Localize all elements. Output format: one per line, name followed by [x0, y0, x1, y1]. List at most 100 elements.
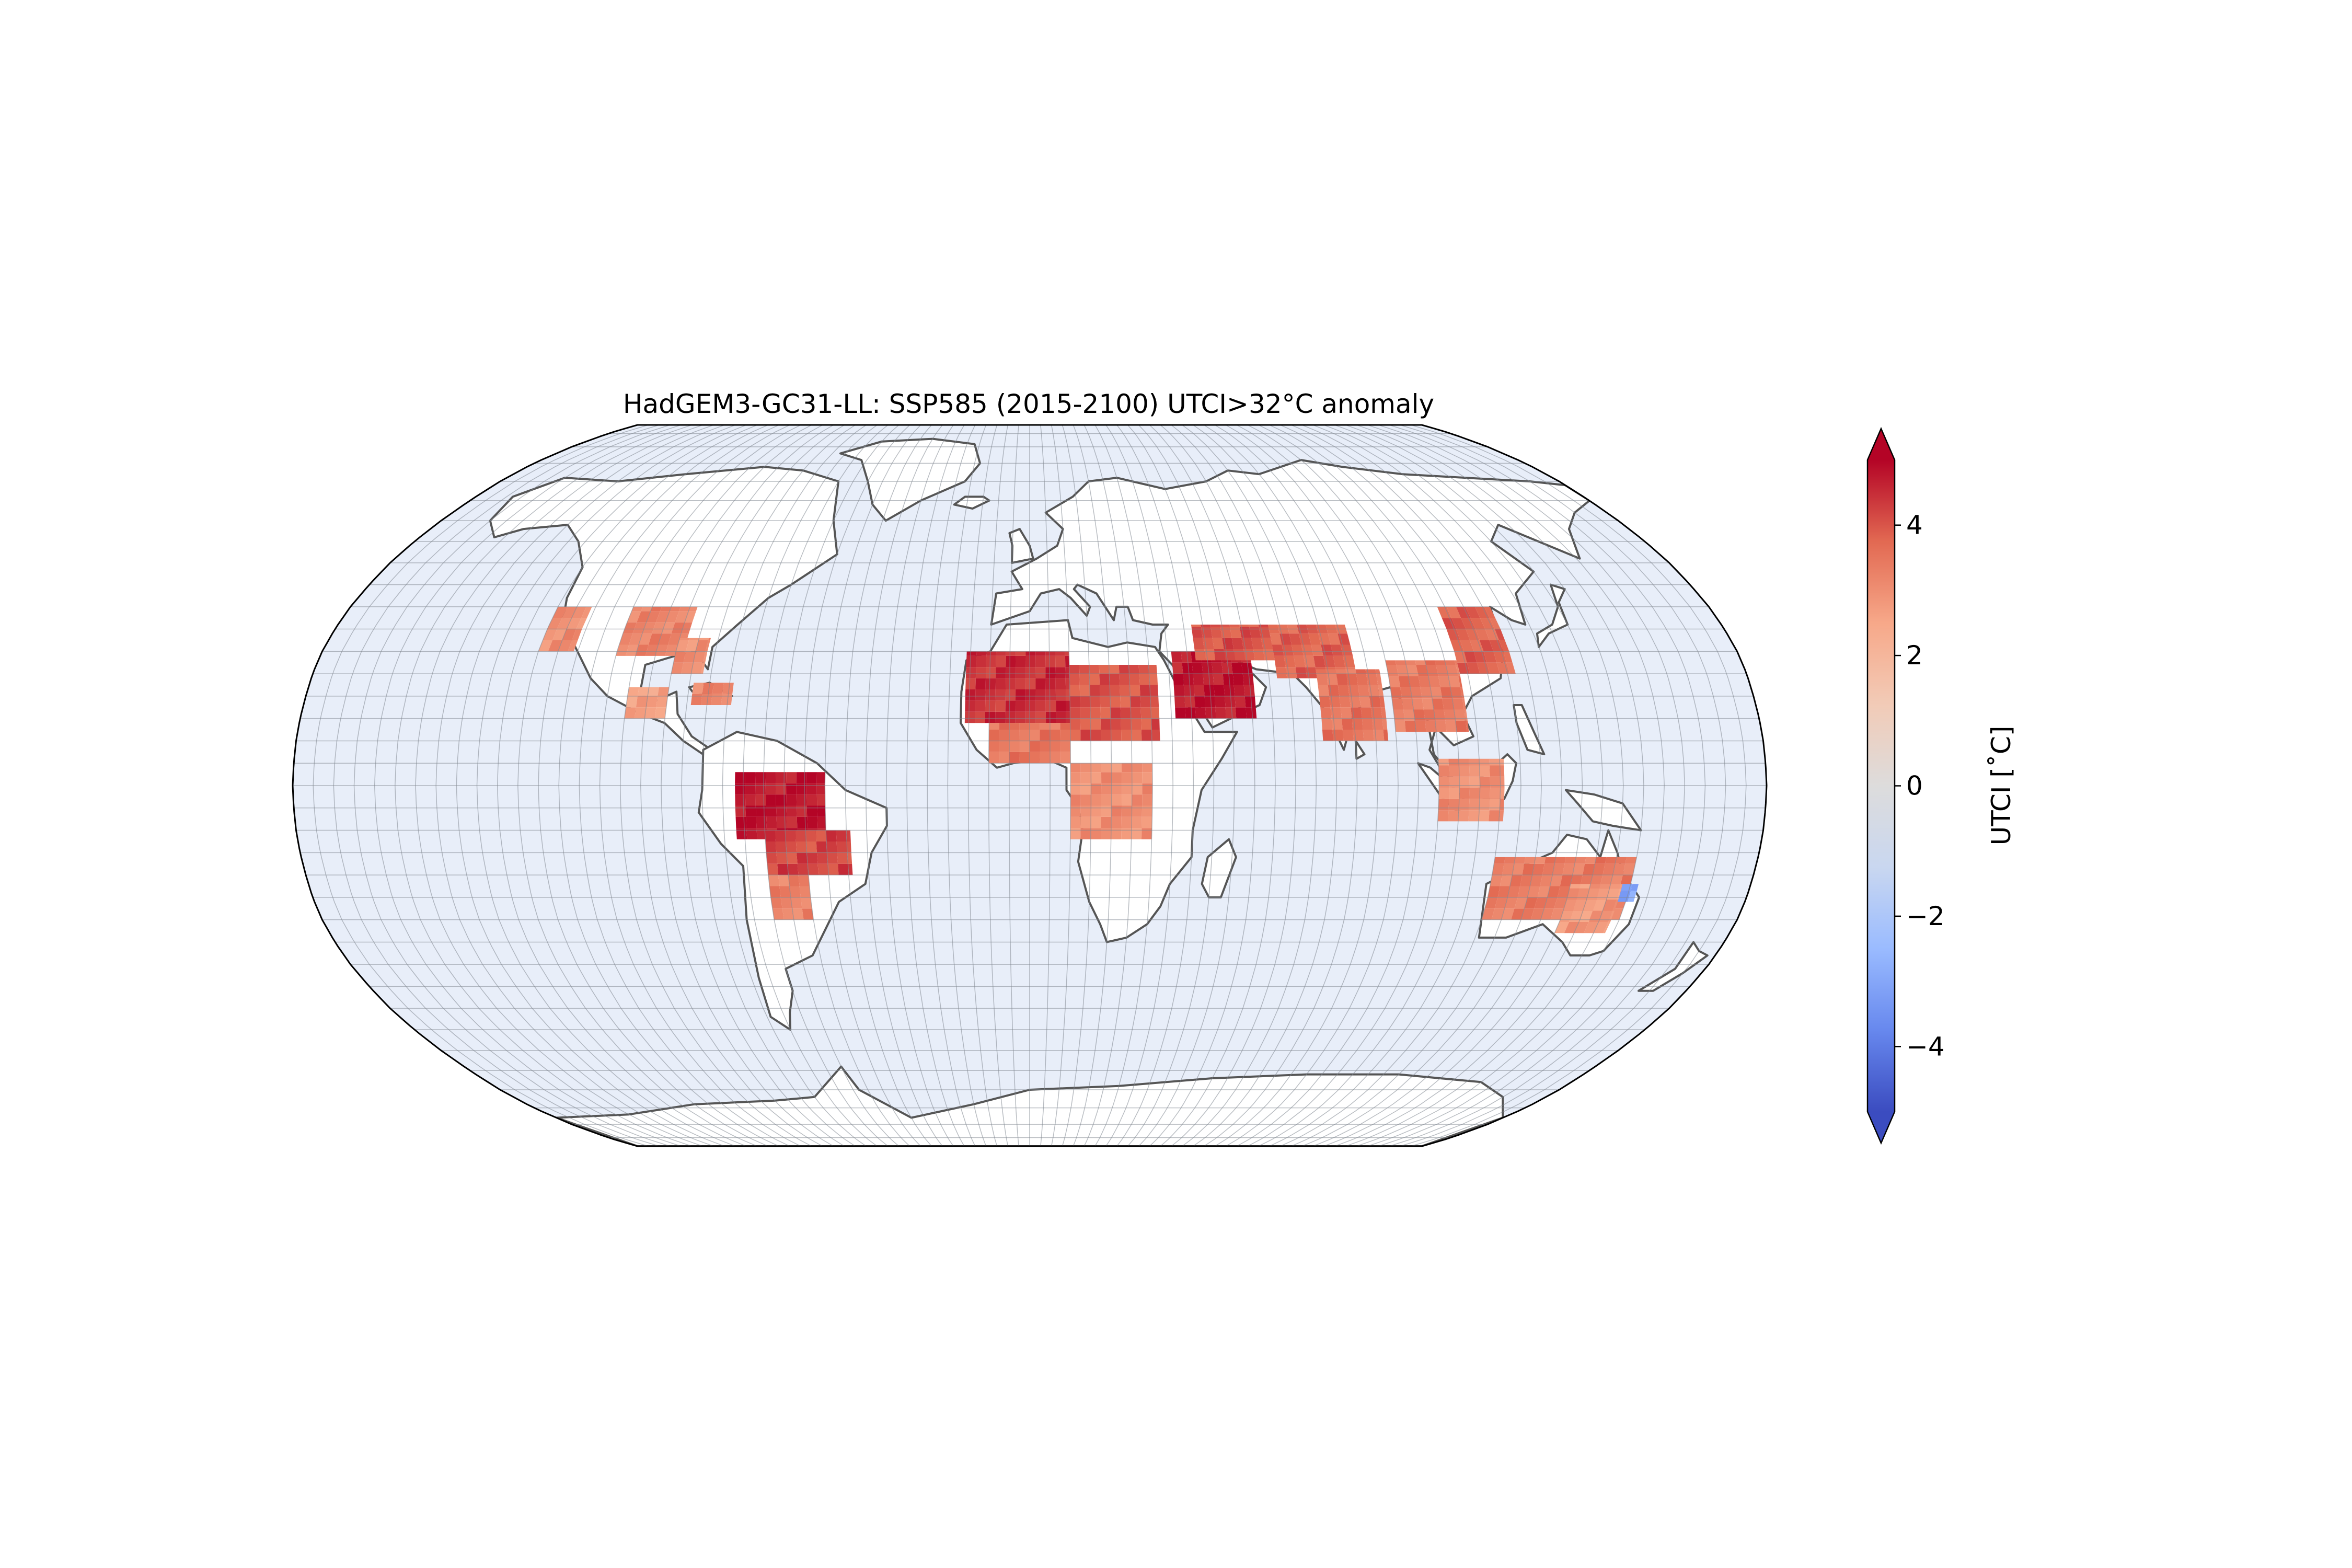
anomaly-cell — [1138, 665, 1149, 674]
anomaly-region — [735, 772, 826, 839]
anomaly-cell — [1621, 884, 1633, 891]
land-iceland — [953, 495, 990, 510]
anomaly-cell — [1373, 730, 1385, 741]
anomaly-cell — [1121, 718, 1132, 730]
anomaly-cell — [1469, 765, 1480, 777]
anomaly-cell — [837, 852, 848, 864]
anomaly-cell — [1328, 633, 1341, 645]
anomaly-cell — [782, 908, 794, 920]
anomaly-cell — [705, 640, 710, 652]
anomaly-cell — [1185, 707, 1196, 719]
anomaly-cell — [1214, 696, 1226, 708]
anomaly-cell — [1395, 660, 1406, 665]
anomaly-cell — [1150, 696, 1159, 708]
anomaly-cell — [1006, 655, 1016, 667]
anomaly-cell — [735, 783, 745, 795]
anomaly-cell — [616, 644, 629, 656]
anomaly-cell — [1566, 888, 1579, 900]
anomaly-cell — [1069, 665, 1080, 674]
anomaly-cell — [1025, 678, 1036, 689]
anomaly-cell — [1517, 886, 1530, 897]
anomaly-cell — [1080, 707, 1091, 719]
anomaly-cell — [995, 711, 1006, 723]
anomaly-cell — [1318, 685, 1330, 696]
anomaly-cell — [1396, 665, 1409, 676]
anomaly-cell — [1016, 651, 1026, 656]
anomaly-cell — [1050, 723, 1060, 730]
anomaly-cell — [1149, 674, 1158, 685]
anomaly-cell — [1355, 669, 1366, 674]
anomaly-cell — [1438, 788, 1449, 799]
anomaly-cell — [1139, 674, 1150, 685]
anomaly-cell — [1263, 649, 1275, 661]
anomaly-cell — [1596, 888, 1610, 900]
anomaly-cell — [1394, 720, 1406, 732]
anomaly-cell — [1370, 707, 1382, 719]
anomaly-cell — [1569, 884, 1581, 889]
anomaly-cell — [1473, 651, 1487, 663]
anomaly-cell — [1142, 763, 1152, 773]
anomaly-cell — [1304, 655, 1316, 667]
anomaly-cell — [1065, 678, 1070, 689]
anomaly-cell — [1233, 649, 1246, 661]
anomaly-cell — [1119, 665, 1129, 674]
anomaly-cell — [787, 863, 799, 875]
anomaly-cell — [765, 783, 776, 795]
anomaly-cell — [1040, 741, 1050, 752]
anomaly-cell — [1195, 707, 1206, 719]
anomaly-cell — [1040, 752, 1051, 764]
anomaly-cell — [1574, 922, 1589, 933]
anomaly-cell — [1342, 718, 1353, 730]
anomaly-cell — [1225, 696, 1236, 708]
anomaly-cell — [1622, 863, 1635, 875]
anomaly-cell — [776, 816, 787, 828]
anomaly-cell — [999, 741, 1009, 752]
anomaly-cell — [806, 841, 817, 853]
anomaly-cell — [1489, 799, 1501, 811]
anomaly-cell — [1490, 765, 1501, 777]
anomaly-cell — [1333, 655, 1345, 667]
anomaly-cell — [1141, 730, 1152, 741]
anomaly-cell — [1325, 669, 1336, 674]
anomaly-cell — [670, 606, 681, 612]
anomaly-cell — [816, 772, 825, 783]
anomaly-cell — [1544, 897, 1558, 909]
anomaly-cell — [1100, 707, 1111, 719]
anomaly-cell — [1219, 625, 1230, 627]
anomaly-cell — [745, 772, 756, 783]
anomaly-cell — [1065, 655, 1069, 667]
anomaly-cell — [1430, 687, 1443, 699]
anomaly-cell — [1448, 758, 1459, 766]
anomaly-cell — [1456, 665, 1460, 676]
anomaly-cell — [1005, 689, 1016, 701]
anomaly-cell — [1444, 660, 1456, 665]
anomaly-cell — [765, 772, 776, 783]
anomaly-cell — [1446, 629, 1460, 640]
anomaly-cell — [1393, 709, 1405, 721]
anomaly-cell — [1110, 707, 1121, 719]
anomaly-cell — [698, 638, 709, 640]
anomaly-cell — [1091, 772, 1102, 783]
anomaly-cell — [1438, 776, 1449, 788]
anomaly-cell — [1311, 644, 1323, 656]
anomaly-cell — [756, 816, 767, 828]
anomaly-cell — [1557, 886, 1570, 897]
anomaly-cell — [1321, 718, 1333, 730]
anomaly-cell — [772, 908, 784, 920]
anomaly-cell — [847, 852, 852, 864]
anomaly-cell — [1458, 758, 1469, 766]
anomaly-cell — [1319, 696, 1331, 708]
anomaly-cell — [1060, 730, 1070, 741]
anomaly-cell — [571, 606, 586, 618]
anomaly-cell — [755, 794, 766, 806]
anomaly-cell — [1457, 662, 1470, 674]
anomaly-cell — [1381, 707, 1387, 719]
anomaly-cell — [1479, 640, 1494, 652]
anomaly-cell — [1009, 730, 1020, 741]
anomaly-cell — [1316, 669, 1327, 674]
anomaly-cell — [1593, 900, 1607, 911]
anomaly-cell — [1080, 718, 1091, 730]
anomaly-cell — [1175, 707, 1186, 719]
anomaly-cell — [701, 694, 712, 705]
anomaly-cell — [1615, 857, 1627, 864]
